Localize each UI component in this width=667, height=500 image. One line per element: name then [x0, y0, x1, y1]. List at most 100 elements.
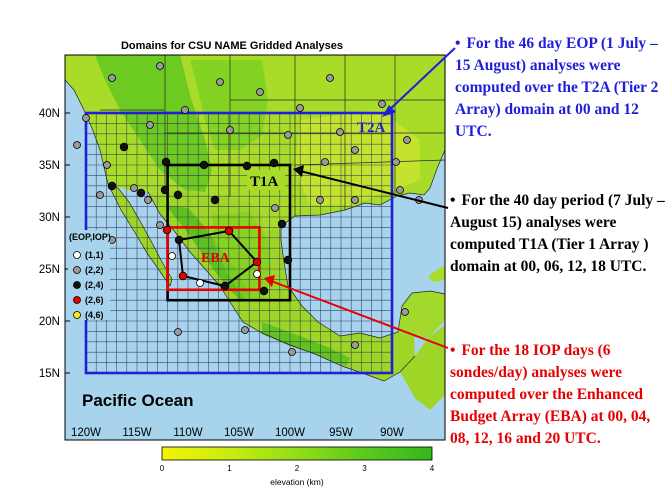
station-marker — [269, 158, 279, 168]
station-marker — [316, 196, 324, 204]
station-marker — [271, 204, 279, 212]
station-marker — [351, 196, 359, 204]
station-marker — [403, 136, 411, 144]
station-marker — [136, 188, 146, 198]
bullet-icon: • — [455, 35, 461, 52]
station-marker — [103, 161, 111, 169]
latitude-tick-label: 35N — [39, 160, 60, 172]
colorbar-label: elevation (km) — [270, 477, 324, 487]
iop-note-text: For the 18 IOP days (6 sondes/day) analy… — [450, 342, 651, 447]
station-marker — [277, 219, 287, 229]
station-marker — [256, 88, 264, 96]
legend-item-5: (4,6) — [85, 310, 104, 320]
station-marker — [174, 328, 182, 336]
station-marker — [336, 128, 344, 136]
eba-arrow — [270, 280, 449, 349]
latitude-tick-label: 40N — [39, 108, 60, 120]
station-marker — [160, 185, 170, 195]
latitude-axis: 40N 35N 30N 25N 20N 15N — [39, 108, 70, 380]
legend-swatch-5 — [73, 311, 81, 319]
station-marker — [283, 255, 293, 265]
colorado-plateau — [190, 60, 268, 150]
station-marker — [284, 131, 292, 139]
eop-note-text: For the 46 day EOP (1 July – 15 August) … — [455, 35, 659, 140]
longitude-tick-label: 95W — [329, 427, 353, 439]
latitude-tick-label: 25N — [39, 264, 60, 276]
latitude-tick-label: 20N — [39, 316, 60, 328]
station-marker — [288, 348, 296, 356]
legend-item-1: (1,1) — [85, 250, 104, 260]
longitude-tick-label: 100W — [275, 427, 305, 439]
station-marker — [82, 114, 90, 122]
t2a-grid — [85, 112, 393, 374]
colorbar-ticks: 0 1 2 3 4 — [160, 464, 435, 473]
colorbar-tick-label: 1 — [227, 464, 232, 473]
colorbar-tick-label: 3 — [362, 464, 367, 473]
longitude-tick-label: 105W — [224, 427, 254, 439]
station-marker — [168, 252, 176, 260]
station-marker — [296, 104, 304, 112]
legend-swatch-4 — [73, 296, 81, 304]
t1a-label-background — [247, 170, 285, 190]
station-marker — [144, 196, 152, 204]
legend-item-3: (2,4) — [85, 280, 104, 290]
ocean-label: Pacific Ocean — [82, 391, 194, 410]
station-marker — [351, 146, 359, 154]
station-marker — [210, 195, 220, 205]
station-marker — [241, 326, 249, 334]
sierra-madre-sur — [262, 322, 350, 366]
longitude-tick-label: 90W — [380, 427, 404, 439]
legend-swatch-1 — [73, 251, 81, 259]
station-marker — [392, 158, 400, 166]
station-marker — [173, 190, 183, 200]
t1a-label: T1A — [250, 174, 279, 190]
legend-item-2: (2,2) — [85, 265, 104, 275]
state-borders — [100, 55, 445, 216]
colorbar-tick-label: 4 — [430, 464, 435, 473]
station-marker — [130, 184, 138, 192]
station-marker — [252, 257, 262, 267]
t2a-arrow — [385, 47, 456, 114]
station-marker — [156, 221, 164, 229]
station-marker — [156, 62, 164, 70]
t1a-arrow — [299, 170, 449, 209]
station-marker — [216, 78, 224, 86]
legend-title: (EOP,IOP) — [69, 232, 111, 242]
eba-arrowhead — [264, 275, 275, 287]
station-marker — [108, 74, 116, 82]
cuba-island — [428, 266, 445, 282]
bullet-icon: • — [450, 342, 456, 359]
forty-day-note: • For the 40 day period (7 July – August … — [450, 190, 665, 278]
station-marker — [259, 286, 269, 296]
eba-label: EBA — [201, 251, 231, 266]
station-marker — [220, 281, 230, 291]
eop-note: • For the 46 day EOP (1 July – 15 August)… — [455, 33, 665, 143]
station-marker — [181, 106, 189, 114]
station-marker — [242, 161, 252, 171]
station-marker — [162, 225, 172, 235]
station-marker — [226, 126, 234, 134]
station-marker — [224, 226, 234, 236]
forty-day-note-text: For the 40 day period (7 July – August 1… — [450, 192, 665, 275]
t2a-arrowhead — [382, 105, 396, 117]
eba-sounding-polygon — [177, 229, 259, 288]
station-marker — [161, 157, 171, 167]
baja-peninsula — [108, 184, 172, 286]
station-marker — [253, 270, 261, 278]
station-marker — [174, 235, 184, 245]
latitude-tick-label: 15N — [39, 368, 60, 380]
legend-swatch-3 — [73, 281, 81, 289]
station-marker — [351, 341, 359, 349]
station-marker — [96, 191, 104, 199]
central-america — [400, 325, 445, 410]
station-marker — [199, 160, 209, 170]
map-frame — [64, 54, 446, 441]
station-marker — [396, 186, 404, 194]
longitude-tick-label: 115W — [122, 427, 151, 439]
longitude-axis: 120W 115W 110W 105W 100W 95W 90W — [71, 427, 404, 439]
elevation-colorbar — [161, 446, 433, 461]
station-marker — [119, 142, 129, 152]
colorbar-tick-label: 2 — [295, 464, 300, 473]
latitude-tick-label: 30N — [39, 212, 60, 224]
